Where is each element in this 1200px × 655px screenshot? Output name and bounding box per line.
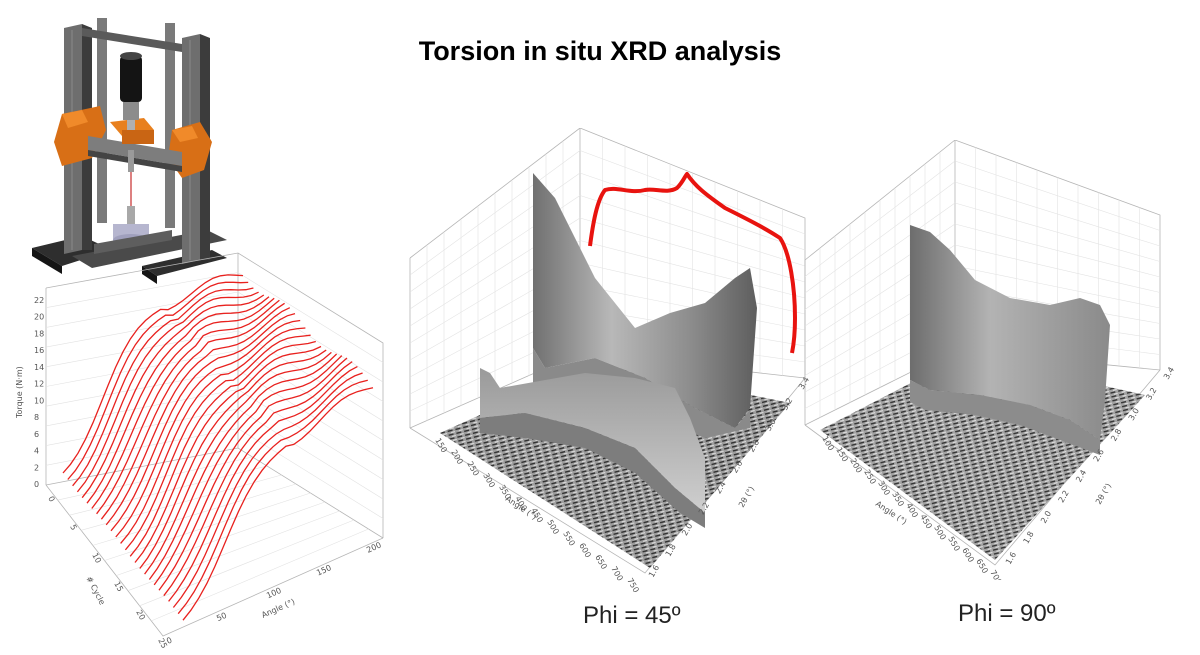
torque-curve: [588, 172, 797, 354]
torque-cycle-curve: [86, 296, 270, 504]
theta-axis-label: 2θ (°): [737, 485, 756, 509]
z-tick-label: 18: [34, 330, 44, 339]
theta-tick-label: 2.2: [1057, 489, 1071, 505]
torque-cycle-curve: [124, 334, 311, 551]
z-tick-label: 22: [34, 296, 44, 305]
angle-tick-label: 400: [904, 502, 919, 520]
torque-cycle-curve: [120, 327, 306, 544]
angle-tick-label: 750: [625, 577, 640, 595]
figure-title: Torsion in situ XRD analysis: [418, 36, 782, 66]
angle-tick-label: 450: [918, 513, 933, 531]
angle-tick-label: 300: [481, 472, 496, 490]
torque-cycles-3d-plot: 0 2 4 6 8 10 12 14 16 18 20 22 Torque (N·m) # Cycle…: [8, 248, 403, 653]
y-tick-label: 200: [365, 540, 383, 554]
torque-cycle-curve: [153, 355, 343, 586]
angle-tick-label: 600: [577, 542, 592, 560]
torque-cycle-curve: [139, 349, 327, 569]
theta-tick-label: 3.4: [797, 375, 810, 391]
x-tick-label: 10: [90, 552, 103, 565]
torque-cycle-curve: [163, 361, 353, 597]
z-tick-label: 14: [34, 363, 44, 372]
y-tick-label: 150: [315, 563, 333, 577]
phi-45-caption: Phi = 45º: [583, 602, 681, 629]
angle-tick-label: 650: [974, 557, 989, 575]
z-tick-label: 8: [34, 413, 39, 422]
angle-tick-label: 200: [449, 448, 464, 466]
torque-cycle-curve: [81, 294, 265, 499]
torque-cycle-curve: [67, 281, 249, 480]
torque-cycle-curve: [182, 387, 374, 621]
theta-tick-label: 3.2: [1144, 386, 1158, 402]
y-tick-label: 100: [265, 586, 283, 600]
angle-tick-label: 500: [545, 518, 560, 536]
angle-tick-label: 500: [932, 524, 947, 542]
z-tick-label: 6: [34, 430, 39, 439]
torsion-rig-illustration: [22, 18, 247, 293]
angle-tick-label: 550: [946, 535, 961, 553]
angle-tick-label: 150: [433, 437, 448, 455]
torque-cycle-curve: [96, 299, 280, 515]
theta-tick-label: 3.4: [1162, 365, 1176, 381]
z-tick-label: 0: [34, 480, 39, 489]
torque-cycle-curve: [129, 340, 316, 557]
z-tick-label: 12: [34, 380, 44, 389]
torque-cycle-curve: [177, 379, 368, 615]
y-axis-label: Angle (°): [260, 597, 296, 620]
angle-tick-label: 250: [465, 460, 480, 478]
x-tick-label: 25: [156, 637, 169, 650]
theta-tick-label: 3.2: [780, 396, 794, 412]
torque-cycle-curve: [172, 372, 363, 608]
torque-cycle-curve: [134, 345, 322, 563]
x-tick-label: 20: [134, 608, 147, 621]
y-tick-label: 0: [165, 636, 173, 646]
torque-cycle-curve: [144, 351, 332, 575]
y-tick-label: 50: [215, 611, 228, 623]
z-tick-label: 2: [34, 463, 39, 472]
torque-cycle-curve: [62, 274, 244, 474]
torque-cycle-curve: [105, 307, 291, 526]
torque-cycle-curve: [148, 353, 338, 580]
torque-cycle-curve: [115, 319, 301, 538]
z-axis-label: Torque (N·m): [15, 366, 24, 419]
torque-cycle-curve: [168, 366, 358, 602]
xrd-surface-plot-phi-45: Angle (°) 2θ (°) 150 200 250 300 350 400 450 50…: [405, 128, 810, 598]
theta-axis-label: 2θ (°): [1094, 482, 1113, 506]
z-tick-label: 16: [34, 346, 44, 355]
torque-cycle-curve: [72, 287, 254, 487]
torque-cycle-curve: [100, 302, 285, 520]
angle-tick-label: 700: [609, 565, 624, 583]
z-tick-label: 4: [34, 447, 39, 456]
torque-cycle-curve: [76, 291, 259, 493]
torque-cycle-curve: [91, 297, 275, 509]
angle-tick-label: 700: [988, 569, 1003, 581]
x-tick-label: 5: [68, 523, 78, 532]
torque-cycle-curve: [110, 312, 296, 532]
z-tick-label: 20: [34, 313, 44, 322]
angle-tick-label: 550: [561, 530, 576, 548]
theta-tick-label: 2.0: [1039, 509, 1053, 525]
angle-tick-label: 350: [890, 490, 905, 508]
phi-90-caption: Phi = 90º: [958, 600, 1056, 627]
theta-tick-label: 1.6: [1004, 550, 1018, 566]
theta-tick-label: 1.8: [1022, 530, 1036, 546]
torque-cycle-curve: [158, 357, 348, 591]
x-axis-label: # Cycle: [84, 575, 107, 607]
x-tick-label: 15: [112, 580, 125, 593]
xrd-surface-plot-phi-90: Angle (°) 2θ (°) 100 150 200 250 300 350 400 45…: [800, 140, 1195, 580]
x-tick-label: 0: [46, 495, 56, 504]
angle-tick-label: 300: [876, 479, 891, 497]
angle-tick-label: 650: [593, 553, 608, 571]
z-tick-label: 10: [34, 396, 44, 405]
